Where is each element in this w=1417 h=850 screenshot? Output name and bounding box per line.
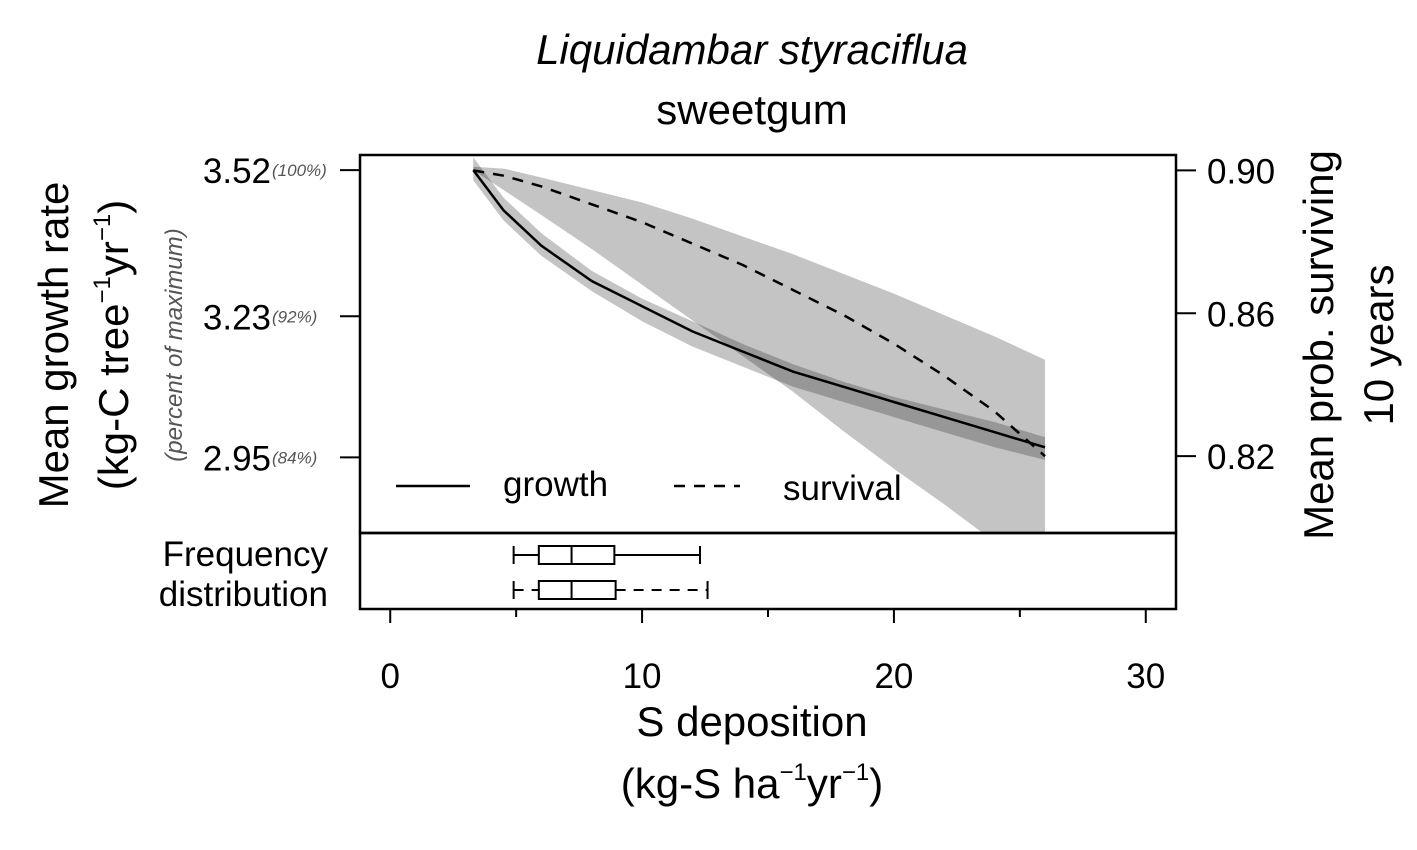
line-growth [472,169,1046,449]
series-lines [472,169,1046,458]
x-axis: 0 10 20 30 [380,608,1165,696]
y-left-tick-label: 3.23 [203,298,271,337]
y-right-tick-label: 0.82 [1207,438,1275,477]
y-units-mid: yr [90,241,137,276]
x-tick-label: 10 [623,657,662,696]
chart-title: Liquidambar styraciflua [536,26,968,73]
y-left-tick-label: 3.52 [203,152,271,191]
x-units-mid: yr [807,760,842,807]
boxplot-survival-box [537,580,617,600]
x-units-pre: (kg-S ha [621,760,780,807]
x-axis-units: (kg-S ha−1yr−1) [621,759,883,807]
x-tick-label: 20 [874,657,913,696]
y-left-subtitle: (percent of maximum) [161,228,188,461]
y-left-tick-label: 2.95 [203,439,271,478]
y-right-tick-label: 0.86 [1207,295,1275,334]
x-units-post: ) [869,760,883,807]
x-axis-title: S deposition [636,698,867,745]
y-left-units: (kg-C tree−1yr−1) [89,200,137,490]
y-left-tick-pct: (100%) [272,161,327,180]
y-right-title-line2: 10 years [1355,264,1402,425]
y-left-tick-pct: (84%) [272,448,317,467]
y-axis-right: 0.90 0.86 0.82 [1176,152,1275,477]
frequency-frame [358,531,1178,611]
chart-subtitle: sweetgum [656,86,847,133]
x-tick-label: 0 [380,657,399,696]
y-units-sup1: −1 [89,276,116,303]
legend-growth-label: growth [503,465,608,504]
legend: growth survival [396,465,902,508]
boxplot-growth-box [537,545,616,565]
y-left-title: Mean growth rate [30,182,77,509]
x-tick-label: 30 [1126,657,1165,696]
x-units-sup1: −1 [779,759,806,786]
y-units-post: ) [90,200,137,214]
frequency-label-line2: distribution [159,575,328,614]
plot-area [358,153,1178,535]
frequency-panel: Frequency distribution [159,531,1178,614]
y-left-tick-pct: (92%) [272,307,317,326]
y-units-sup2: −1 [89,214,116,241]
x-units-sup2: −1 [842,759,869,786]
y-units-pre: (kg-C tree [90,304,137,491]
confidence-bands [473,157,1045,533]
line-survival [473,169,1046,458]
y-right-title: Mean prob. surviving [1295,150,1342,540]
y-right-tick-label: 0.90 [1207,152,1275,191]
band-survival [473,166,1045,533]
boxplots [512,545,709,600]
y-axis-left: 3.52 (100%) 3.23 (92%) 2.95 (84%) [203,152,360,478]
legend-survival-label: survival [783,469,902,508]
frequency-label-line1: Frequency [163,535,329,574]
